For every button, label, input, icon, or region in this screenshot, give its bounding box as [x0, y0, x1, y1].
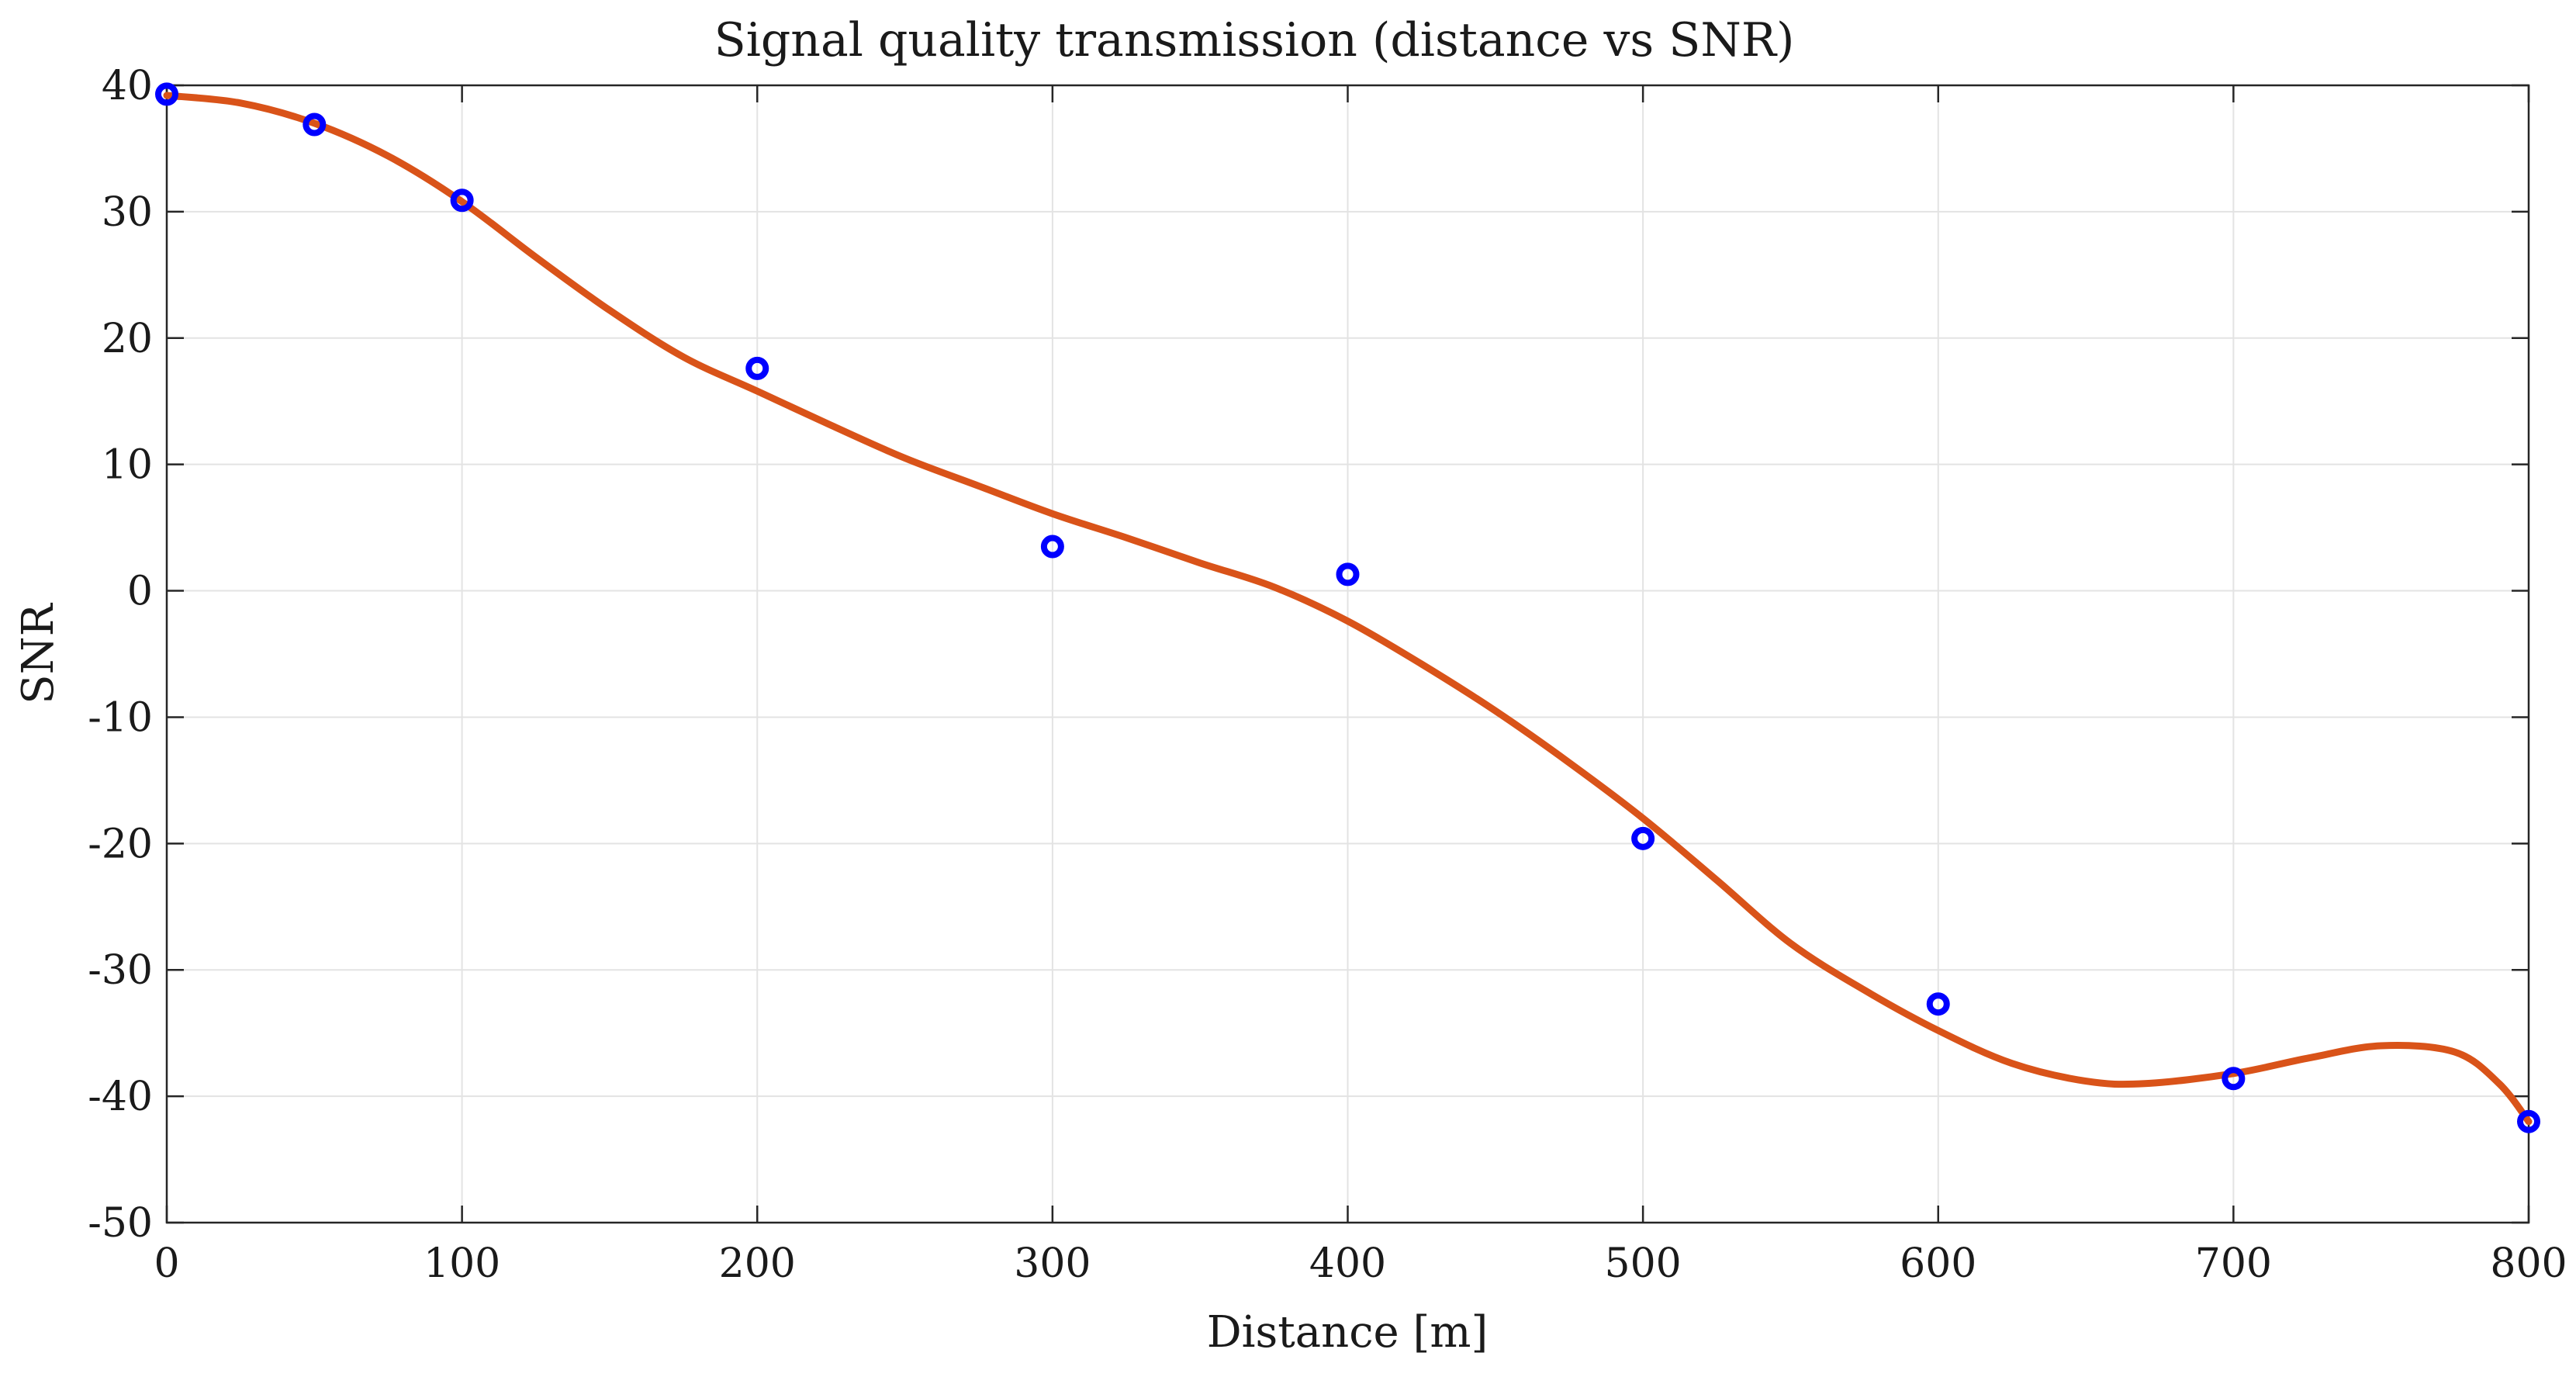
data-point [155, 82, 178, 106]
data-markers [155, 82, 2540, 1133]
grid [166, 85, 2529, 1223]
x-tick-label: 800 [2490, 1240, 2567, 1287]
y-tick-label: 20 [102, 316, 153, 362]
data-point [2222, 1067, 2246, 1091]
y-tick-label: 10 [102, 442, 153, 489]
y-axis-label: SNR [13, 602, 64, 704]
data-point [1631, 826, 1655, 850]
y-tick-label: -40 [88, 1074, 153, 1120]
x-tick-label: 200 [719, 1240, 796, 1287]
x-tick-label: 100 [424, 1240, 500, 1287]
data-point [745, 356, 769, 380]
data-point [1336, 562, 1360, 586]
x-axis-label: Distance [m] [1207, 1307, 1489, 1358]
y-tick-label: -10 [88, 694, 153, 741]
y-tick-label: 30 [102, 189, 153, 236]
y-tick-label: -20 [88, 821, 153, 867]
chart-title: Signal quality transmission (distance vs… [714, 13, 1795, 67]
x-tick-label: 400 [1309, 1240, 1386, 1287]
x-tick-labels: 0 100 200 300 400 500 600 700 800 [154, 1240, 2567, 1287]
data-point [450, 189, 474, 213]
x-tick-label: 0 [154, 1240, 179, 1287]
fit-line [163, 92, 2533, 1126]
x-tick-label: 300 [1014, 1240, 1091, 1287]
axis-ticks [165, 84, 2530, 1224]
y-tick-labels: 40 30 20 10 0 -10 -20 -30 -40 -50 [88, 63, 153, 1247]
y-tick-label: -50 [88, 1200, 153, 1247]
x-tick-label: 600 [1900, 1240, 1976, 1287]
y-tick-label: 40 [102, 63, 153, 109]
data-point [1926, 992, 1950, 1016]
data-point [303, 112, 327, 137]
x-tick-label: 700 [2195, 1240, 2272, 1287]
y-tick-label: 0 [127, 569, 153, 615]
data-point [2517, 1109, 2540, 1133]
y-tick-label: -30 [88, 947, 153, 994]
x-tick-label: 500 [1604, 1240, 1681, 1287]
data-point [1040, 535, 1064, 559]
